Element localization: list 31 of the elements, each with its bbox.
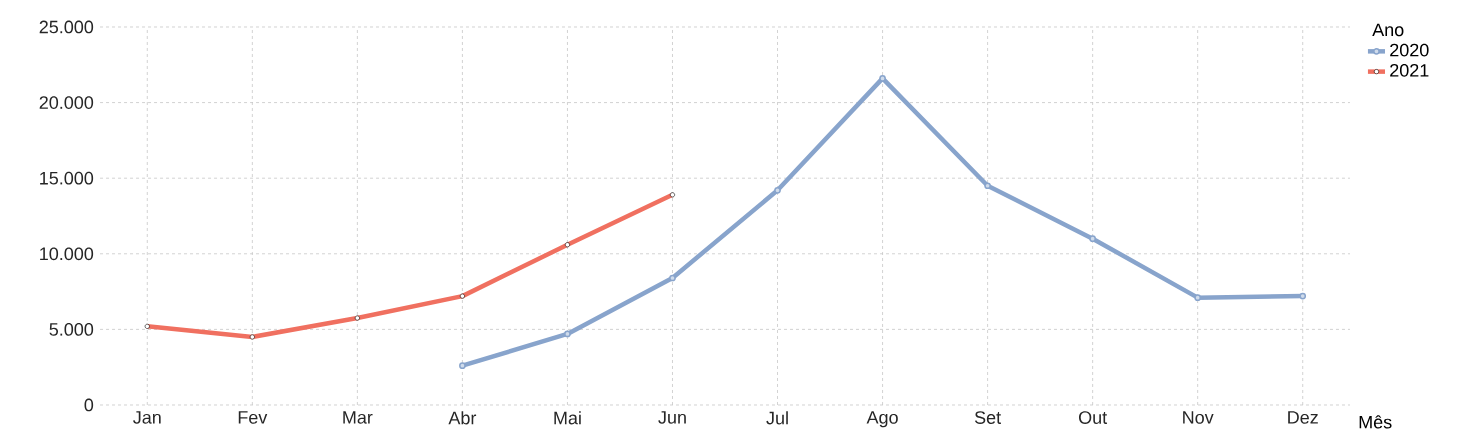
x-tick-label: Dez (1288, 411, 1318, 424)
point (1089, 235, 1096, 243)
legend-label: 2021 (1390, 63, 1429, 77)
x-tick-label: Nov (1183, 411, 1214, 424)
x-tick-label: Out (1078, 411, 1108, 424)
y-tick-label: 20.000 (39, 96, 94, 109)
y-tick-label: 5.000 (49, 323, 94, 336)
y-tick-label: 10.000 (40, 247, 94, 261)
point (564, 330, 571, 338)
x-tick-label: Abr (448, 411, 477, 425)
x-tick-label: Ago (866, 411, 898, 428)
point (879, 75, 886, 82)
x-tick-label: Fev (238, 411, 268, 424)
y-tick-label: 0 (84, 398, 94, 412)
x-tick-label: Mai (554, 411, 581, 425)
x-tick-label: Set (974, 411, 1001, 424)
point (774, 186, 781, 194)
legend-label: 2020 (1390, 43, 1429, 57)
point (1194, 294, 1202, 301)
point (669, 274, 676, 282)
x-axis-title: Mês (1359, 415, 1392, 429)
point (984, 182, 991, 190)
x-tick-label: Mar (343, 411, 373, 424)
y-tick-label: 15.000 (40, 171, 94, 185)
x-tick-label: Jul (766, 411, 788, 425)
y-tick-label: 25.000 (39, 20, 94, 34)
legend-title: Ano (1372, 23, 1404, 37)
x-tick-label: Jan (133, 411, 161, 424)
point (459, 362, 466, 370)
x-tick-label: Jun (658, 411, 686, 424)
point (1299, 292, 1307, 300)
